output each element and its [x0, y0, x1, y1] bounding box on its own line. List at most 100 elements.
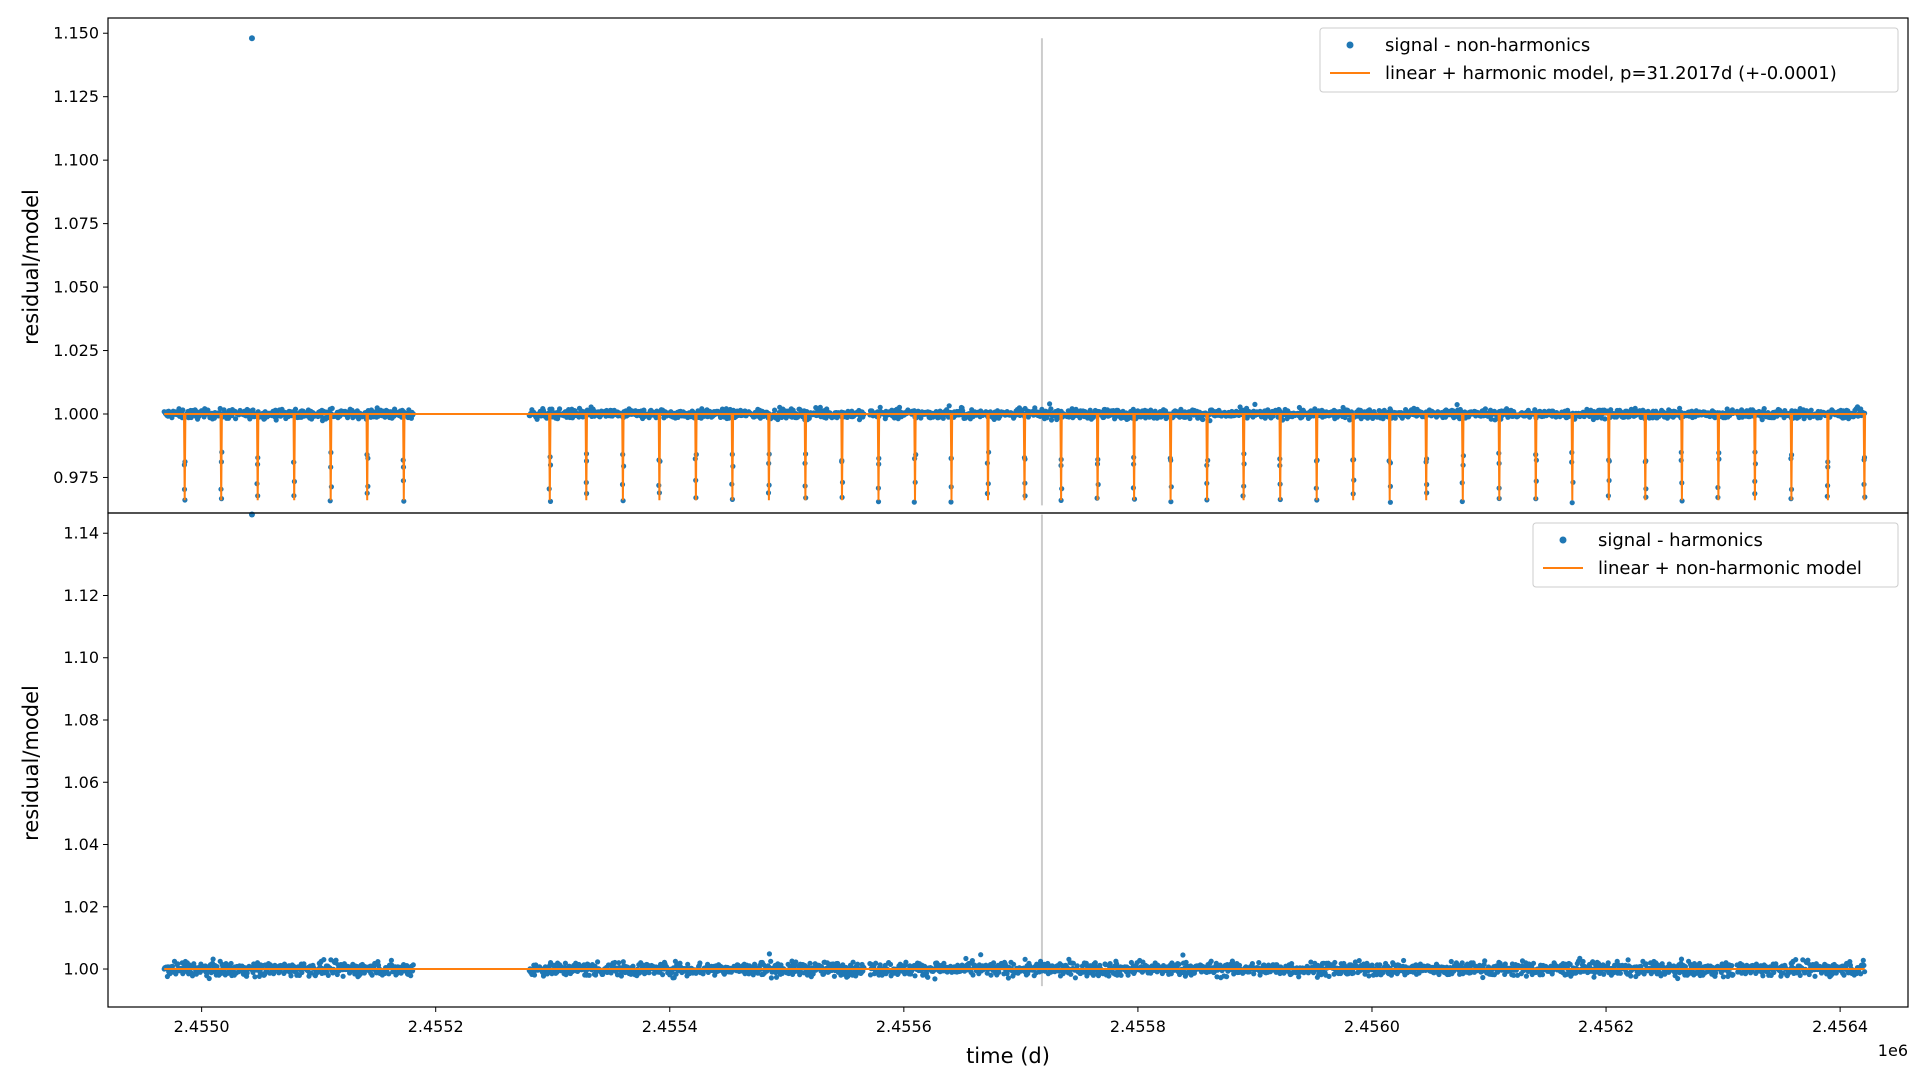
top-scatter-point: [549, 406, 555, 412]
top-scatter-point: [555, 416, 561, 422]
top-scatter-point: [180, 407, 186, 413]
bottom-scatter-point: [831, 973, 838, 979]
bottom-scatter-point: [1118, 972, 1124, 978]
bottom-scatter-point: [1022, 956, 1028, 962]
top-scatter-point: [1808, 407, 1814, 413]
top-scatter-point: [1032, 405, 1038, 411]
bottom-scatter-point: [1720, 974, 1726, 980]
bottom-scatter-point: [1068, 971, 1074, 977]
top-scatter-point: [1187, 415, 1193, 422]
bottom-scatter-point: [1678, 956, 1685, 962]
bottom-scatter-point: [793, 959, 799, 965]
top-scatter-point: [329, 405, 335, 411]
bottom-scatter-point: [1377, 962, 1383, 968]
top-dip-point: [1569, 500, 1575, 506]
top-scatter-point: [250, 407, 256, 413]
bottom-scatter-point: [616, 960, 622, 966]
top-scatter-point: [1148, 407, 1154, 413]
bottom-scatter-point: [766, 951, 773, 957]
top-scatter-point: [1252, 401, 1258, 407]
top-dip-point: [1387, 499, 1393, 505]
top-scatter-point: [1048, 417, 1055, 423]
top-outlier-point: [248, 35, 255, 42]
bottom-scatter-point: [1332, 959, 1338, 966]
top-scatter-point: [1454, 402, 1460, 408]
bottom-scatter-point: [988, 972, 994, 978]
bottom-scatter-point: [408, 973, 414, 979]
top-scatter-point: [1345, 407, 1351, 413]
top-legend-line-label: linear + harmonic model, p=31.2017d (+-0…: [1385, 63, 1837, 84]
bottom-scatter-point: [388, 957, 394, 964]
bottom-scatter-point: [1180, 952, 1186, 958]
bottom-scatter-point: [873, 960, 879, 966]
top-scatter-point: [1380, 416, 1386, 422]
bottom-scatter-point: [175, 961, 181, 967]
top-scatter-point: [772, 407, 778, 413]
bottom-scatter-point: [210, 956, 216, 962]
top-scatter-point: [1142, 415, 1149, 421]
bottom-scatter-point: [595, 959, 601, 965]
bottom-scatter-point: [1107, 961, 1113, 967]
bottom-scatter-point: [850, 959, 856, 965]
bottom-scatter-point: [1482, 958, 1488, 964]
top-scatter-point: [557, 406, 563, 412]
top-scatter-point: [1532, 407, 1538, 413]
bottom-scatter-point: [1072, 975, 1078, 981]
bottom-scatter-point: [963, 955, 969, 962]
bottom-scatter-point: [768, 975, 775, 981]
bottom-scatter-point: [321, 957, 327, 963]
bottom-scatter-point: [1005, 975, 1012, 981]
bottom-scatter-point: [333, 957, 339, 963]
top-y-tick-label: 1.075: [53, 214, 99, 233]
bottom-scatter-point: [1643, 961, 1649, 967]
top-scatter-point: [940, 415, 946, 421]
top-y-tick-label: 1.125: [53, 87, 99, 106]
bottom-scatter-point: [1350, 970, 1356, 976]
top-scatter-point: [1739, 407, 1745, 413]
bottom-scatter-point: [340, 973, 346, 979]
top-scatter-point: [1347, 417, 1353, 423]
bottom-scatter-point: [1208, 958, 1214, 964]
bottom-scatter-point: [325, 972, 331, 979]
bottom-scatter-point: [410, 962, 416, 968]
bottom-scatter-point: [855, 961, 861, 967]
top-legend: signal - non-harmonics linear + harmonic…: [1319, 27, 1899, 93]
bottom-scatter-point: [887, 961, 894, 968]
bottom-scatter-point: [1591, 974, 1597, 980]
top-legend-scatter-marker: [1346, 41, 1354, 49]
bottom-scatter-point: [1539, 972, 1546, 978]
top-y-tick-label: 1.050: [53, 278, 99, 297]
top-scatter-point: [877, 404, 883, 410]
bottom-scatter-point: [1580, 958, 1586, 965]
bottom-scatter-point: [978, 952, 984, 958]
bottom-scatter-point: [1730, 972, 1736, 978]
bottom-scatter-point: [288, 973, 294, 979]
bottom-scatter-point: [1605, 960, 1611, 966]
bottom-scatter-point: [1530, 960, 1537, 966]
top-scatter-point: [946, 403, 952, 409]
top-scatter-point: [1178, 406, 1184, 412]
top-scatter-point: [1482, 406, 1488, 412]
bottom-scatter-point: [1401, 957, 1407, 964]
top-y-tick-label: 1.000: [53, 405, 99, 424]
bottom-scatter-point: [1125, 972, 1131, 978]
top-scatter-point: [1602, 416, 1608, 422]
top-scatter-point: [1296, 404, 1302, 411]
top-scatter-point: [1626, 414, 1632, 420]
top-scatter-point: [1200, 416, 1206, 423]
bottom-scatter-point: [1074, 963, 1080, 969]
bottom-scatter-point: [697, 960, 703, 966]
bottom-scatter-point: [1729, 963, 1735, 969]
bottom-scatter-point: [1366, 973, 1372, 979]
bottom-scatter-point: [1617, 970, 1623, 976]
bottom-scatter-point: [1675, 975, 1681, 982]
bottom-scatter-point: [932, 976, 938, 982]
bottom-scatter-point: [807, 960, 813, 966]
top-y-tick-label: 0.975: [53, 468, 99, 487]
bottom-scatter-point: [1356, 958, 1362, 964]
bottom-scatter-point: [228, 960, 234, 967]
bottom-scatter-point: [925, 974, 931, 980]
top-scatter-point: [1677, 405, 1683, 411]
bottom-scatter-point: [531, 972, 538, 978]
